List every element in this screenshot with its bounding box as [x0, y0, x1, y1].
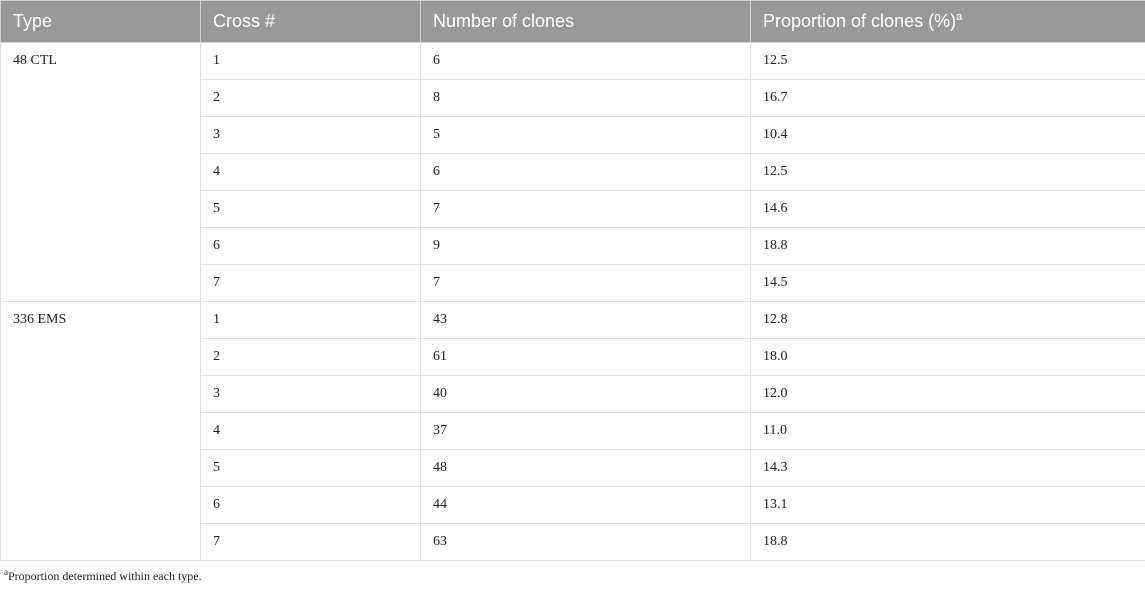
- table-body: 48 CTL1612.52816.73510.44612.55714.66918…: [1, 43, 1145, 561]
- table-row: 48 CTL1612.5: [1, 43, 1145, 80]
- proportion-cell: 10.4: [751, 117, 1145, 154]
- cross-cell: 4: [201, 154, 421, 191]
- number-cell: 6: [421, 43, 751, 80]
- proportion-cell: 14.5: [751, 265, 1145, 302]
- table-footnote: aProportion determined within each type.: [0, 561, 1145, 584]
- proportion-cell: 12.5: [751, 154, 1145, 191]
- table-row: 336 EMS14312.8: [1, 302, 1145, 339]
- proportion-cell: 14.6: [751, 191, 1145, 228]
- number-cell: 8: [421, 80, 751, 117]
- cross-cell: 1: [201, 302, 421, 339]
- number-cell: 7: [421, 191, 751, 228]
- number-cell: 7: [421, 265, 751, 302]
- cross-cell: 2: [201, 339, 421, 376]
- number-cell: 6: [421, 154, 751, 191]
- cross-cell: 4: [201, 413, 421, 450]
- proportion-cell: 16.7: [751, 80, 1145, 117]
- number-cell: 40: [421, 376, 751, 413]
- col-header-number: Number of clones: [421, 1, 751, 43]
- proportion-cell: 18.8: [751, 524, 1145, 561]
- type-cell: 48 CTL: [1, 43, 201, 302]
- cross-cell: 2: [201, 80, 421, 117]
- cross-cell: 1: [201, 43, 421, 80]
- cross-cell: 6: [201, 487, 421, 524]
- number-cell: 5: [421, 117, 751, 154]
- proportion-cell: 12.0: [751, 376, 1145, 413]
- number-cell: 37: [421, 413, 751, 450]
- cross-cell: 5: [201, 450, 421, 487]
- number-cell: 9: [421, 228, 751, 265]
- cross-cell: 7: [201, 265, 421, 302]
- cross-cell: 3: [201, 117, 421, 154]
- number-cell: 44: [421, 487, 751, 524]
- number-cell: 48: [421, 450, 751, 487]
- number-cell: 43: [421, 302, 751, 339]
- proportion-cell: 12.5: [751, 43, 1145, 80]
- number-cell: 61: [421, 339, 751, 376]
- proportion-cell: 11.0: [751, 413, 1145, 450]
- cross-cell: 3: [201, 376, 421, 413]
- col-header-type: Type: [1, 1, 201, 43]
- proportion-cell: 13.1: [751, 487, 1145, 524]
- number-cell: 63: [421, 524, 751, 561]
- type-cell: 336 EMS: [1, 302, 201, 561]
- cross-cell: 6: [201, 228, 421, 265]
- proportion-cell: 18.8: [751, 228, 1145, 265]
- clones-table: Type Cross # Number of clones Proportion…: [0, 0, 1145, 561]
- col-header-cross: Cross #: [201, 1, 421, 43]
- col-header-proportion: Proportion of clones (%)a: [751, 1, 1145, 43]
- table-header: Type Cross # Number of clones Proportion…: [1, 1, 1145, 43]
- proportion-cell: 18.0: [751, 339, 1145, 376]
- cross-cell: 7: [201, 524, 421, 561]
- cross-cell: 5: [201, 191, 421, 228]
- proportion-cell: 14.3: [751, 450, 1145, 487]
- proportion-cell: 12.8: [751, 302, 1145, 339]
